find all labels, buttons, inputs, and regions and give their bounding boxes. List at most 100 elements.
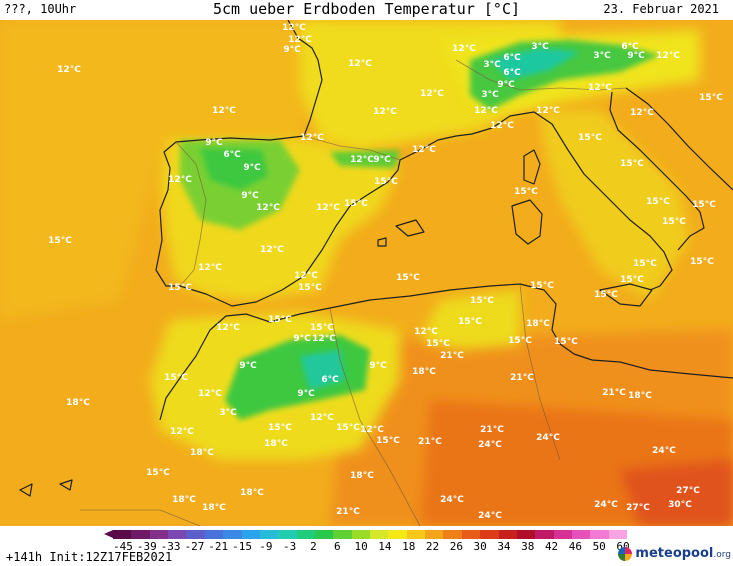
temperature-label: 12°C (260, 245, 284, 255)
temperature-label: 18°C (66, 398, 90, 408)
temperature-label: 24°C (478, 511, 502, 521)
colorbar-tick-label: 38 (521, 540, 535, 553)
temperature-label: 24°C (440, 495, 464, 505)
temperature-label: 15°C (168, 283, 192, 293)
colorbar-tick-label: 2 (310, 540, 317, 553)
colorbar-tick-label: 10 (354, 540, 368, 553)
temperature-label: 9°C (205, 138, 223, 148)
temperature-map: 12°C 12°C 9°C 6°C 9°C 12°C 9°C 12°C 12°C 15°C 15°C… (0, 20, 733, 526)
colorbar-tick-label: 42 (544, 540, 559, 553)
temperature-label: 9°C (241, 191, 259, 201)
temperature-label: 15°C (396, 273, 420, 283)
run-info: +141h Init:12Z17FEB2021 (6, 550, 173, 564)
colorbar-cell (571, 530, 591, 539)
colorbar-cell (498, 530, 517, 539)
temperature-label: 6°C (503, 68, 521, 78)
temperature-label: 9°C (369, 361, 387, 371)
temperature-label: 15°C (530, 281, 554, 291)
colorbar-tick-label: -9 (259, 540, 273, 553)
temperature-label: 15°C (692, 200, 716, 210)
temperature-label: 15°C (578, 133, 602, 143)
temperature-label: 15°C (374, 177, 398, 187)
temperature-label: 27°C (676, 486, 700, 496)
temperature-label: 12°C (588, 83, 612, 93)
temperature-label: 18°C (628, 391, 652, 401)
temperature-label: 18°C (202, 503, 226, 513)
temperature-label: 15°C (336, 423, 360, 433)
temperature-label: 12°C (198, 389, 222, 399)
temperature-label: 18°C (526, 319, 550, 329)
colorbar-cell (113, 530, 132, 539)
temperature-label: 6°C (621, 42, 639, 52)
colorbar-tick-label: -3 (283, 540, 297, 553)
temperature-label: 12°C (656, 51, 680, 61)
temperature-label: 21°C (418, 437, 442, 447)
colorbar-cell (443, 530, 462, 539)
temperature-label: 15°C (699, 93, 723, 103)
colorbar-cell (296, 530, 315, 539)
temperature-label: 15°C (690, 257, 714, 267)
colorbar-cell (351, 530, 371, 539)
temperature-label: 15°C (458, 317, 482, 327)
brand-logo-link[interactable]: meteopool.org (618, 546, 731, 561)
temperature-label: 21°C (440, 351, 464, 361)
map-title: 5cm ueber Erdboden Temperatur [°C] (212, 0, 521, 18)
border-portugal (175, 141, 207, 287)
temperature-label: 24°C (652, 446, 676, 456)
colorbar-cell (461, 530, 481, 539)
colorbar-cell (278, 530, 297, 539)
temperature-label: 15°C (48, 236, 72, 246)
temperature-label: 12°C (312, 334, 336, 344)
colorbar-cell (241, 530, 260, 539)
border-western-sahara (80, 509, 201, 526)
coast-canary-2 (59, 479, 73, 491)
temperature-label: 15°C (594, 290, 618, 300)
temperature-label: 12°C (350, 155, 374, 165)
brand-text: meteopool.org (635, 546, 731, 561)
colorbar-tick-label: -27 (184, 540, 205, 553)
coast-canary-1 (19, 483, 33, 497)
temperature-label: 12°C (198, 263, 222, 273)
temperature-label: 24°C (594, 500, 618, 510)
temperature-label: 15°C (620, 159, 644, 169)
coast-balearics (395, 219, 425, 237)
temperature-label: 12°C (256, 203, 280, 213)
field-atlantic (0, 20, 330, 320)
temperature-label: 9°C (627, 51, 645, 61)
temperature-label: 12°C (212, 106, 236, 116)
field-iberia-cold (200, 148, 268, 190)
brand-name: meteopool (635, 546, 714, 561)
colorbar-cell (480, 530, 499, 539)
colorbar-tick-label: 18 (402, 540, 416, 553)
colorbar-tick-label: -39 (136, 540, 157, 553)
colorbar-tick-label: 34 (497, 540, 511, 553)
border-pyrenees (303, 135, 401, 161)
coastlines (19, 20, 733, 497)
map-canvas: 12°C12°C9°C6°C9°C12°C9°C12°C 12°C 15°C15°C… (0, 20, 733, 526)
temperature-label: 12°C (360, 425, 384, 435)
field-alps-cold (490, 48, 580, 80)
borders (80, 59, 627, 526)
temperature-label: 12°C (288, 35, 312, 45)
colorbar-cell (223, 530, 242, 539)
coast-corsica (523, 149, 541, 185)
temperature-label: 18°C (190, 448, 214, 458)
temperature-label: 18°C (172, 495, 196, 505)
temperature-label: 15°C (633, 259, 657, 269)
colorbar-min-arrow (104, 530, 113, 538)
temperature-label: 12°C (452, 44, 476, 54)
colorbar-tick-label: 30 (473, 540, 487, 553)
temperature-label: 12°C (310, 413, 334, 423)
colorbar-tick-label: 46 (568, 540, 582, 553)
temperature-label: 12°C (170, 427, 194, 437)
colorbar-cell (553, 530, 572, 539)
colorbar-tick-label: 26 (449, 540, 463, 553)
temperature-label: 21°C (336, 507, 360, 517)
temperature-label: 3°C (593, 51, 611, 61)
colorbar-cell (370, 530, 389, 539)
colorbar-cell (314, 530, 334, 539)
border-algeria-tunisia (519, 283, 561, 461)
colorbar-cell (388, 530, 407, 539)
coast-balkans (625, 87, 733, 191)
coast-ibiza (377, 237, 387, 247)
